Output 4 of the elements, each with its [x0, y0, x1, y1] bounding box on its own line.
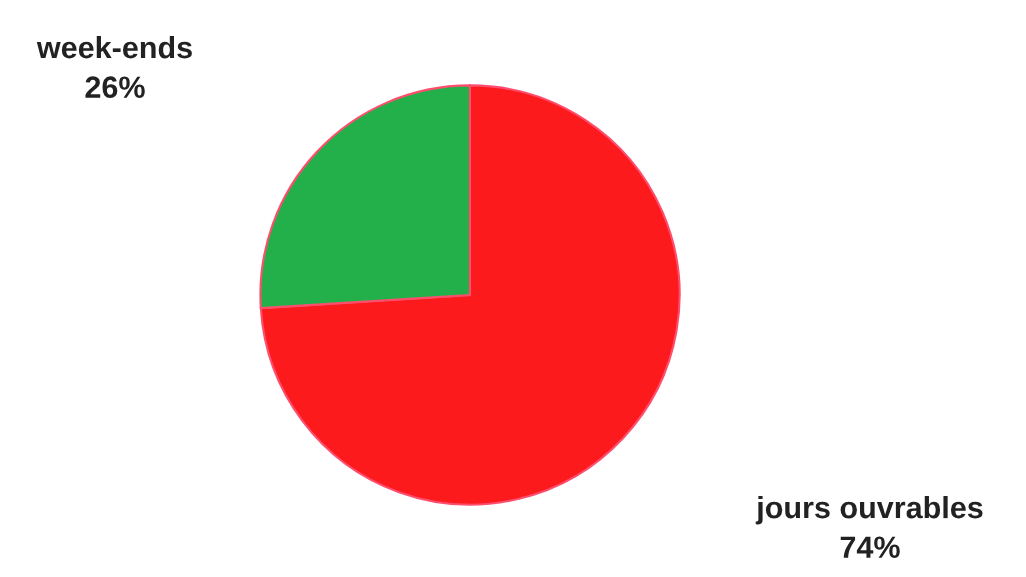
- data-label: 26%: [85, 76, 145, 98]
- slice-label: week-ends: [36, 35, 192, 59]
- slice-label: jours ouvrables: [755, 495, 983, 525]
- data-label: 74%: [840, 536, 900, 558]
